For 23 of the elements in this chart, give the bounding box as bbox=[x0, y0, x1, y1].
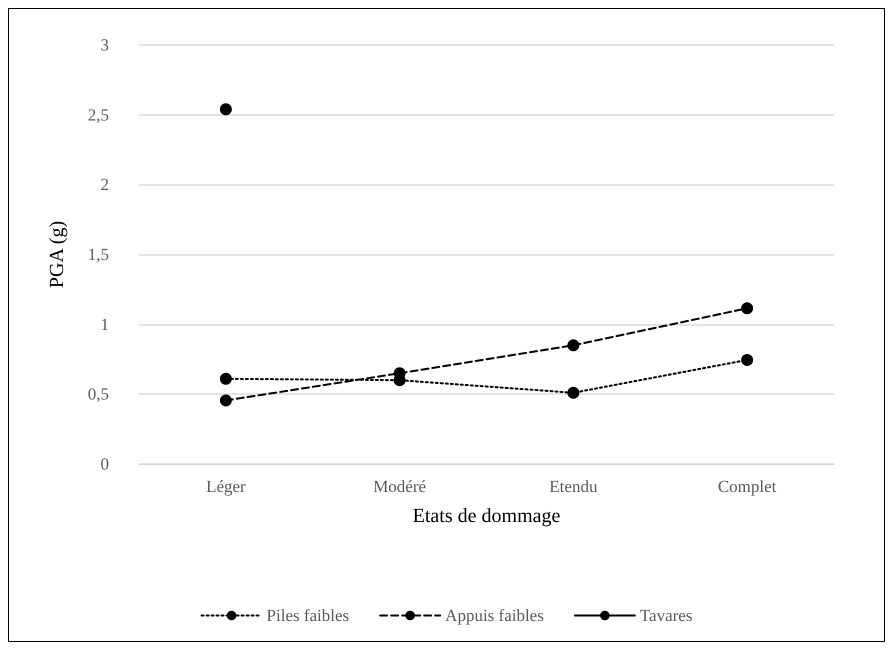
y-tick-label: 1,5 bbox=[88, 245, 109, 264]
y-tick-label: 1 bbox=[100, 314, 109, 334]
x-tick-label: Léger bbox=[206, 477, 246, 496]
y-tick-label: 3 bbox=[100, 36, 109, 54]
point bbox=[220, 394, 232, 406]
legend-label: Tavares bbox=[640, 606, 692, 625]
point bbox=[741, 354, 754, 366]
legend-label: Piles faibles bbox=[266, 606, 350, 625]
y-tick-label: 0 bbox=[100, 454, 109, 474]
y-axis-title: PGA (g) bbox=[46, 220, 68, 288]
x-tick-label: Etendu bbox=[549, 477, 598, 496]
y-tick-label: 2 bbox=[100, 175, 109, 194]
point bbox=[567, 386, 580, 399]
point bbox=[220, 372, 232, 385]
y-tick-label: 0,5 bbox=[88, 384, 109, 404]
point bbox=[220, 103, 232, 116]
x-tick-label: Modéré bbox=[373, 477, 426, 496]
point bbox=[567, 339, 580, 352]
x-tick-label: Complet bbox=[718, 477, 777, 496]
x-axis-title: Etats de dommage bbox=[412, 505, 560, 527]
y-tick-label: 2,5 bbox=[88, 105, 109, 124]
legend-label: Appuis faibles bbox=[445, 606, 544, 625]
point bbox=[741, 302, 754, 314]
